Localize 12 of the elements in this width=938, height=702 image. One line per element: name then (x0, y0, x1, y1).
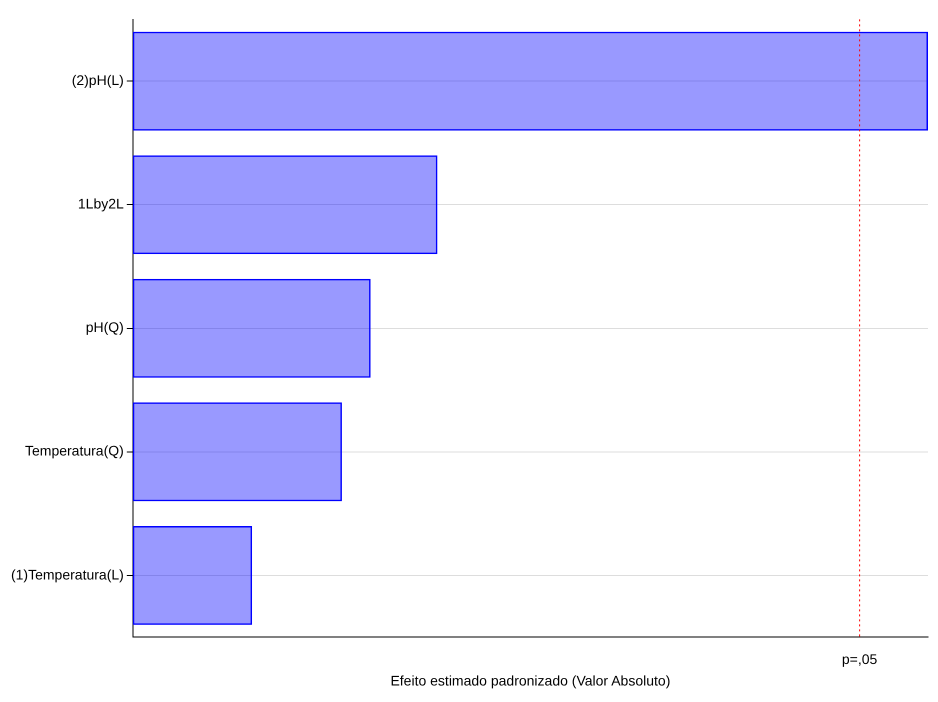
bar (132, 32, 928, 131)
bar (132, 278, 371, 378)
y-tick-label: Temperatura(Q) (25, 442, 124, 459)
y-tick-label: (2)pH(L) (72, 72, 124, 88)
y-tick-label: pH(Q) (86, 319, 124, 336)
bar (132, 526, 252, 625)
bar (132, 155, 438, 254)
bar (132, 402, 342, 502)
ref-line-label: p=,05 (842, 651, 878, 668)
x-axis-title: Efeito estimado padronizado (Valor Absoluto) (390, 672, 670, 688)
y-tick-label: (1)Temperatura(L) (10, 566, 124, 582)
y-tick-label: 1Lby2L (78, 196, 124, 212)
